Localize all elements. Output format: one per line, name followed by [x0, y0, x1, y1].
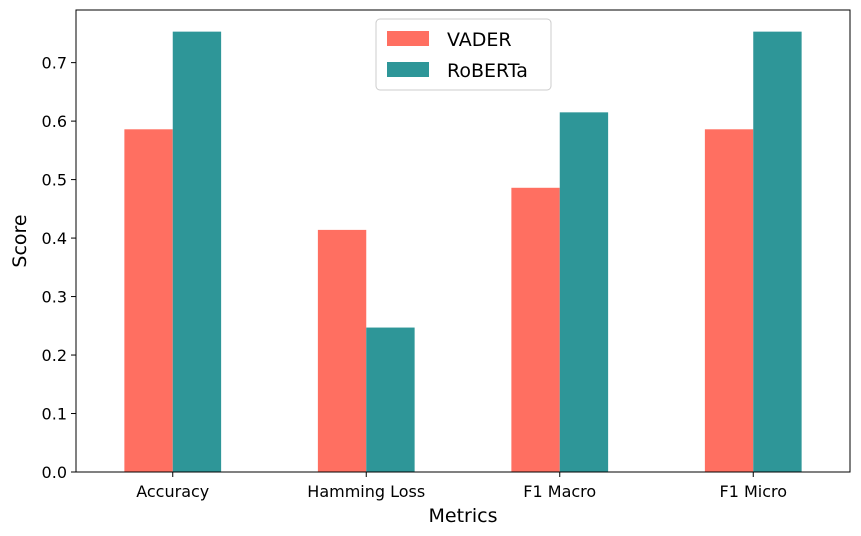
y-tick-label: 0.4 — [42, 229, 67, 248]
y-tick-label: 0.7 — [42, 54, 67, 73]
x-tick-label: F1 Micro — [719, 482, 787, 501]
legend-swatch-vader — [387, 31, 429, 46]
legend-swatch-roberta — [387, 62, 429, 77]
legend-label-vader: VADER — [447, 29, 512, 51]
bars-group — [124, 31, 802, 473]
x-tick-label: F1 Macro — [523, 482, 596, 501]
bar-roberta-f1-micro — [753, 31, 802, 473]
y-tick-label: 0.0 — [42, 463, 67, 482]
plot-frame — [75, 9, 851, 473]
bar-vader-f1-macro — [511, 187, 560, 472]
y-tick-label: 0.5 — [42, 171, 67, 190]
x-tick-label: Hamming Loss — [307, 482, 425, 501]
y-tick-label: 0.6 — [42, 112, 67, 131]
y-tick-label: 0.1 — [42, 405, 67, 424]
bar-roberta-accuracy — [172, 31, 222, 473]
bar-vader-f1-micro — [704, 129, 754, 472]
x-tick-label: Accuracy — [136, 482, 209, 501]
x-axis-label: Metrics — [429, 505, 498, 527]
bar-vader-accuracy — [124, 129, 173, 472]
y-tick-label: 0.3 — [42, 288, 67, 307]
y-tick-label: 0.2 — [42, 346, 67, 365]
legend-label-roberta: RoBERTa — [447, 60, 528, 82]
legend: VADER RoBERTa — [375, 18, 552, 91]
bar-roberta-hamming-loss — [366, 327, 415, 472]
y-axis-label: Score — [9, 214, 31, 267]
bar-roberta-f1-macro — [559, 112, 609, 473]
y-axis: 0.0 0.1 0.2 0.3 0.4 0.5 0.6 0.7 — [42, 54, 76, 482]
bar-vader-hamming-loss — [317, 229, 367, 472]
x-axis: Accuracy Hamming Loss F1 Macro F1 Micro — [136, 472, 787, 501]
